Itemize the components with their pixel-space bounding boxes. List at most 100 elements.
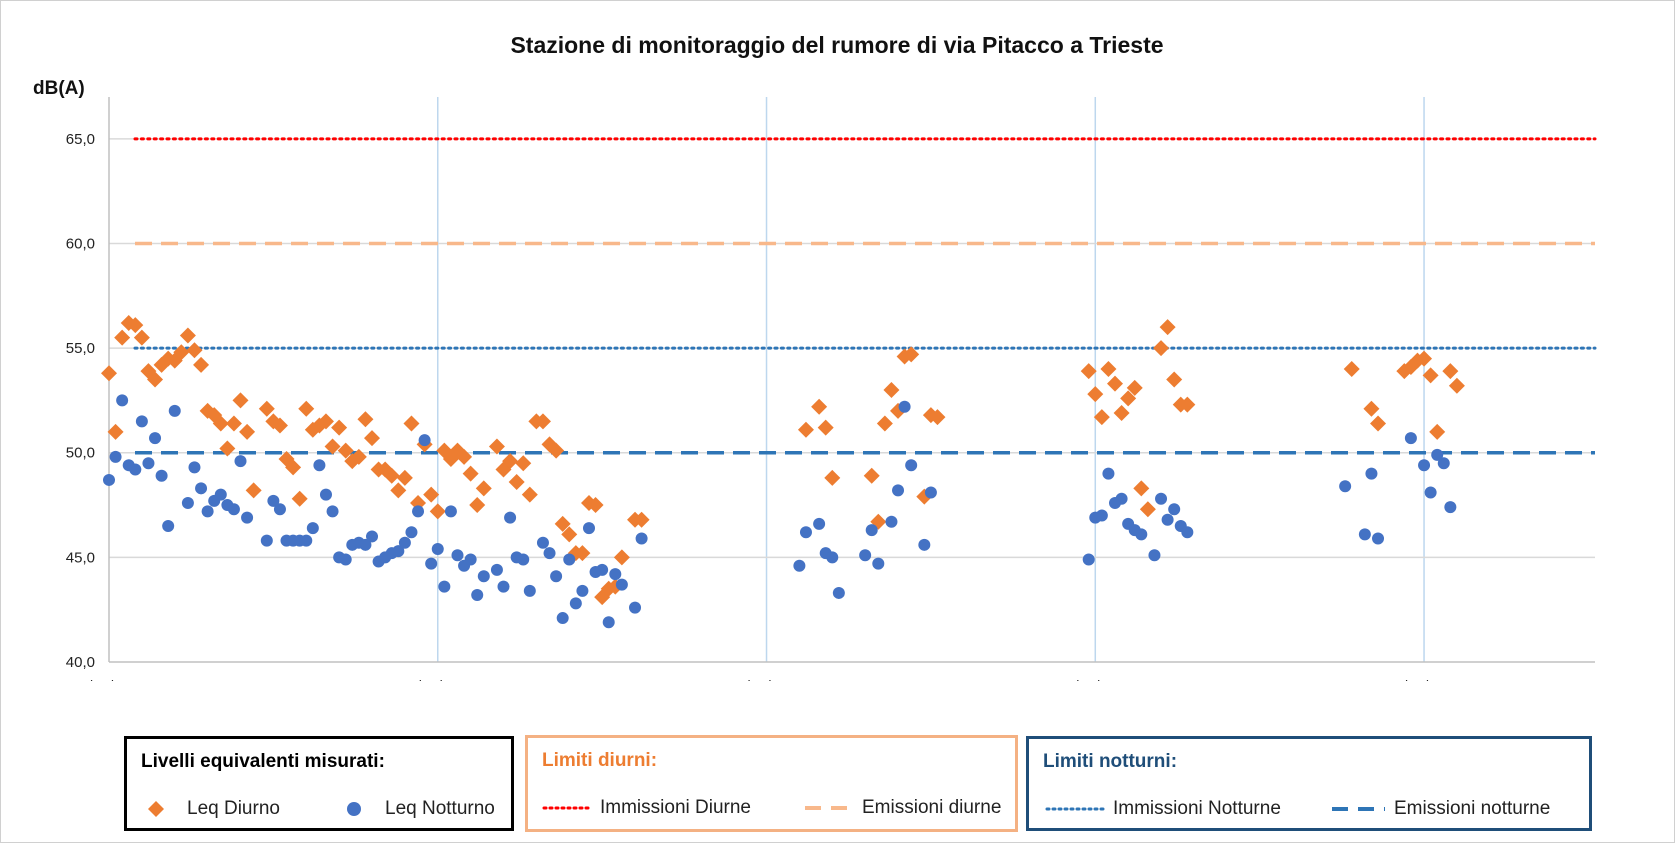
point-leq-notturno xyxy=(1095,509,1108,522)
point-leq-notturno xyxy=(464,553,477,566)
point-leq-diurno xyxy=(173,344,190,361)
point-leq-notturno xyxy=(392,545,405,558)
point-leq-notturno xyxy=(109,450,122,463)
point-leq-diurno xyxy=(285,459,302,476)
point-leq-notturno xyxy=(898,400,911,413)
point-leq-notturno xyxy=(1365,467,1378,480)
point-leq-notturno xyxy=(582,522,595,535)
point-leq-diurno xyxy=(1093,409,1110,426)
point-leq-diurno xyxy=(824,469,841,486)
point-leq-diurno xyxy=(291,490,308,507)
point-leq-diurno xyxy=(475,480,492,497)
point-leq-notturno xyxy=(635,532,648,545)
point-leq-notturno xyxy=(168,404,181,417)
point-leq-notturno xyxy=(918,538,931,551)
point-leq-notturno xyxy=(1404,432,1417,445)
point-leq-diurno xyxy=(1166,371,1183,388)
point-leq-diurno xyxy=(429,503,446,520)
point-leq-diurno xyxy=(1422,367,1439,384)
point-leq-notturno xyxy=(872,557,885,570)
dotted-line-icon xyxy=(1045,807,1105,811)
dashed-line-icon xyxy=(805,806,853,810)
point-leq-notturno xyxy=(438,580,451,593)
point-leq-diurno xyxy=(331,419,348,436)
point-leq-notturno xyxy=(214,488,227,501)
point-leq-notturno xyxy=(1135,528,1148,541)
point-leq-diurno xyxy=(350,448,367,465)
point-leq-diurno xyxy=(225,415,242,432)
point-leq-notturno xyxy=(569,597,582,610)
point-leq-notturno xyxy=(504,511,517,524)
point-leq-notturno xyxy=(905,459,918,472)
point-leq-notturno xyxy=(1372,532,1385,545)
y-tick-label: 65,0 xyxy=(66,131,95,148)
point-leq-diurno xyxy=(817,419,834,436)
point-leq-diurno xyxy=(1370,415,1387,432)
point-leq-notturno xyxy=(563,553,576,566)
y-tick-label: 45,0 xyxy=(66,549,95,566)
point-leq-notturno xyxy=(924,486,937,499)
point-leq-diurno xyxy=(245,482,262,499)
point-leq-diurno xyxy=(271,417,288,434)
point-leq-diurno xyxy=(1126,379,1143,396)
point-leq-notturno xyxy=(832,586,845,599)
legend-label-emissioni-notturne: Emissioni notturne xyxy=(1394,798,1551,819)
chart-title: Stazione di monitoraggio del rumore di v… xyxy=(510,32,1163,58)
point-leq-diurno xyxy=(521,486,538,503)
point-leq-notturno xyxy=(267,494,280,507)
point-leq-notturno xyxy=(313,459,326,472)
legend-measured-title: Livelli equivalenti misurati: xyxy=(141,751,385,772)
point-leq-diurno xyxy=(534,413,551,430)
y-tick-label: 40,0 xyxy=(66,654,95,671)
legend-measured: Livelli equivalenti misurati: Leq Diurno… xyxy=(124,736,514,831)
point-leq-notturno xyxy=(1168,503,1181,516)
point-leq-notturno xyxy=(451,549,464,562)
point-leq-notturno xyxy=(1339,480,1352,493)
point-leq-notturno xyxy=(1181,526,1194,539)
point-leq-diurno xyxy=(1159,319,1176,336)
point-leq-notturno xyxy=(799,526,812,539)
point-leq-diurno xyxy=(193,356,210,373)
point-leq-diurno xyxy=(469,497,486,514)
point-leq-notturno xyxy=(195,482,208,495)
point-leq-diurno xyxy=(811,398,828,415)
point-leq-notturno xyxy=(793,559,806,572)
point-leq-diurno xyxy=(883,381,900,398)
point-leq-notturno xyxy=(425,557,438,570)
point-leq-notturno xyxy=(142,457,155,470)
point-leq-diurno xyxy=(337,442,354,459)
point-leq-notturno xyxy=(892,484,905,497)
point-leq-diurno xyxy=(317,413,334,430)
point-leq-notturno xyxy=(273,503,286,516)
point-leq-diurno xyxy=(383,467,400,484)
point-leq-notturno xyxy=(1082,553,1095,566)
point-leq-diurno xyxy=(515,455,532,472)
point-leq-notturno xyxy=(405,526,418,539)
point-leq-diurno xyxy=(1153,340,1170,357)
diamond-icon xyxy=(148,801,164,817)
y-tick-label: 50,0 xyxy=(66,445,95,462)
point-leq-notturno xyxy=(550,570,563,583)
point-leq-notturno xyxy=(543,547,556,560)
point-leq-notturno xyxy=(490,563,503,576)
point-leq-notturno xyxy=(1115,492,1128,505)
point-leq-diurno xyxy=(863,467,880,484)
point-leq-diurno xyxy=(1139,501,1156,518)
point-leq-diurno xyxy=(1107,375,1124,392)
x-tick-label: 28/05/2024 xyxy=(71,678,146,681)
point-leq-diurno xyxy=(1363,400,1380,417)
legend-night-limits-title: Limiti notturni: xyxy=(1043,751,1178,772)
dotted-line-icon xyxy=(542,806,592,810)
legend-day-limits: Limiti diurni: Immissioni Diurne Emissio… xyxy=(525,735,1018,832)
point-leq-diurno xyxy=(633,511,650,528)
point-leq-diurno xyxy=(258,400,275,417)
point-leq-diurno xyxy=(232,392,249,409)
point-leq-diurno xyxy=(561,526,578,543)
point-leq-diurno xyxy=(1113,404,1130,421)
x-tick-label: 05/09/2024 xyxy=(729,678,804,681)
point-leq-notturno xyxy=(859,549,872,562)
point-leq-notturno xyxy=(181,496,194,509)
point-leq-diurno xyxy=(587,497,604,514)
point-leq-diurno xyxy=(488,438,505,455)
point-leq-notturno xyxy=(326,505,339,518)
